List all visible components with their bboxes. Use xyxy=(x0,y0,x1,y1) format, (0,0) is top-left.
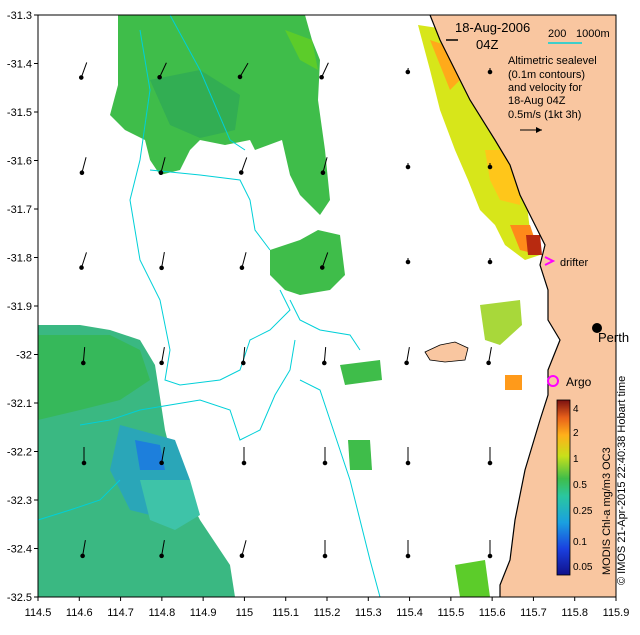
lon-tick-label: 115 xyxy=(236,607,254,619)
velocity-arrow-head xyxy=(160,266,164,270)
velocity-arrow-head xyxy=(242,361,246,365)
lon-tick-label: 115.9 xyxy=(603,607,630,619)
argo-label: Argo xyxy=(566,375,592,389)
lon-tick-label: 114.5 xyxy=(25,607,52,619)
lat-tick-label: -32 xyxy=(16,350,32,362)
velocity-arrow-head xyxy=(406,554,410,558)
velocity-arrow-head xyxy=(242,461,246,465)
velocity-arrow-head xyxy=(406,461,410,465)
colorbar-label: MODIS Chl-a mg/m3 OC3 xyxy=(601,447,613,575)
colorbar-tick-label: 2 xyxy=(573,428,579,439)
velocity-arrow-head xyxy=(488,554,492,558)
latitude-axis: -31.3 -31.4 -31.5 -31.6 -31.7 -31.8 -31.9 -32 -3… xyxy=(7,10,38,604)
velocity-arrow-head xyxy=(488,461,492,465)
colorbar-tick-label: 1 xyxy=(573,454,579,465)
lon-tick-label: 114.8 xyxy=(148,607,175,619)
velocity-arrow-head xyxy=(81,554,85,558)
colorbar-tick-label: 0.1 xyxy=(573,537,587,548)
velocity-arrow-head xyxy=(82,361,86,365)
lon-tick-label: 115.6 xyxy=(479,607,506,619)
lon-tick-label: 114.6 xyxy=(66,607,93,619)
velocity-arrow-head xyxy=(406,260,410,264)
velocity-arrow-head xyxy=(80,171,84,175)
lat-tick-label: -32.2 xyxy=(7,447,32,459)
velocity-arrow-head xyxy=(160,461,164,465)
credit-text: © IMOS 21-Apr-2015 22:40:38 Hobart time xyxy=(616,376,628,585)
velocity-arrow-head xyxy=(323,461,327,465)
map-date: 18-Aug-2006 xyxy=(455,20,530,35)
caption-line: 18-Aug 04Z xyxy=(508,95,566,107)
lat-tick-label: -31.7 xyxy=(7,204,32,216)
lon-tick-label: 115.8 xyxy=(561,607,588,619)
lat-tick-label: -32.4 xyxy=(7,544,32,556)
map-time: 04Z xyxy=(476,37,498,52)
lat-tick-label: -32.5 xyxy=(7,592,32,604)
lon-tick-label: 115.1 xyxy=(272,607,299,619)
lat-tick-label: -32.3 xyxy=(7,495,32,507)
caption-line: 0.5m/s (1kt 3h) xyxy=(508,109,581,121)
lat-tick-label: -31.6 xyxy=(7,156,32,168)
velocity-arrow-head xyxy=(240,266,244,270)
caption-line: (0.1m contours) xyxy=(508,69,585,81)
lon-tick-label: 115.2 xyxy=(314,607,341,619)
velocity-arrow-head xyxy=(406,165,410,169)
velocity-arrow-head xyxy=(405,361,409,365)
lat-tick-label: -31.9 xyxy=(7,301,32,313)
lat-tick-label: -31.5 xyxy=(7,107,32,119)
velocity-arrow-head xyxy=(79,76,83,80)
lat-tick-label: -32.1 xyxy=(7,398,32,410)
velocity-arrow-head xyxy=(82,461,86,465)
velocity-arrow-head xyxy=(240,554,244,558)
colorbar-tick-label: 0.5 xyxy=(573,480,587,491)
velocity-arrow-head xyxy=(488,70,492,74)
colorbar-tick-label: 0.25 xyxy=(573,506,593,517)
velocity-arrow-head xyxy=(323,554,327,558)
lon-tick-label: 115.4 xyxy=(396,607,423,619)
velocity-arrow-head xyxy=(323,361,327,365)
velocity-arrow-head xyxy=(406,70,410,74)
lon-tick-label: 114.7 xyxy=(107,607,134,619)
velocity-arrow-head xyxy=(488,165,492,169)
velocity-arrow-head xyxy=(487,361,491,365)
lat-tick-label: -31.8 xyxy=(7,253,32,265)
lat-tick-label: -31.3 xyxy=(7,10,32,22)
depth-label-200: 200 xyxy=(548,28,566,40)
velocity-arrow-head xyxy=(239,171,243,175)
velocity-arrow-head xyxy=(80,266,84,270)
caption-line: Altimetric sealevel xyxy=(508,55,597,67)
lat-tick-label: -31.4 xyxy=(7,59,32,71)
lon-tick-label: 114.9 xyxy=(190,607,217,619)
lon-tick-label: 115.7 xyxy=(520,607,547,619)
velocity-arrow-head xyxy=(160,554,164,558)
velocity-arrow-head xyxy=(160,361,164,365)
velocity-arrow-head xyxy=(320,266,324,270)
caption-line: and velocity for xyxy=(508,82,582,94)
colorbar-tick-label: 0.05 xyxy=(573,562,593,573)
velocity-arrow-head xyxy=(320,75,324,79)
colorbar-tick-label: 4 xyxy=(573,404,579,415)
longitude-axis: 114.5 114.6 114.7 114.8 114.9 115 115.1 115.2 11… xyxy=(25,597,630,619)
lon-tick-label: 115.5 xyxy=(437,607,464,619)
velocity-arrow-head xyxy=(158,75,162,79)
velocity-arrow-head xyxy=(159,171,163,175)
velocity-arrow-head xyxy=(321,171,325,175)
velocity-arrow-head xyxy=(488,260,492,264)
lon-tick-label: 115.3 xyxy=(355,607,382,619)
depth-label-1000: 1000m xyxy=(576,28,610,40)
perth-label: Perth xyxy=(598,330,629,345)
colorbar xyxy=(557,400,570,575)
drifter-label: drifter xyxy=(560,257,588,269)
velocity-arrow-head xyxy=(238,75,242,79)
